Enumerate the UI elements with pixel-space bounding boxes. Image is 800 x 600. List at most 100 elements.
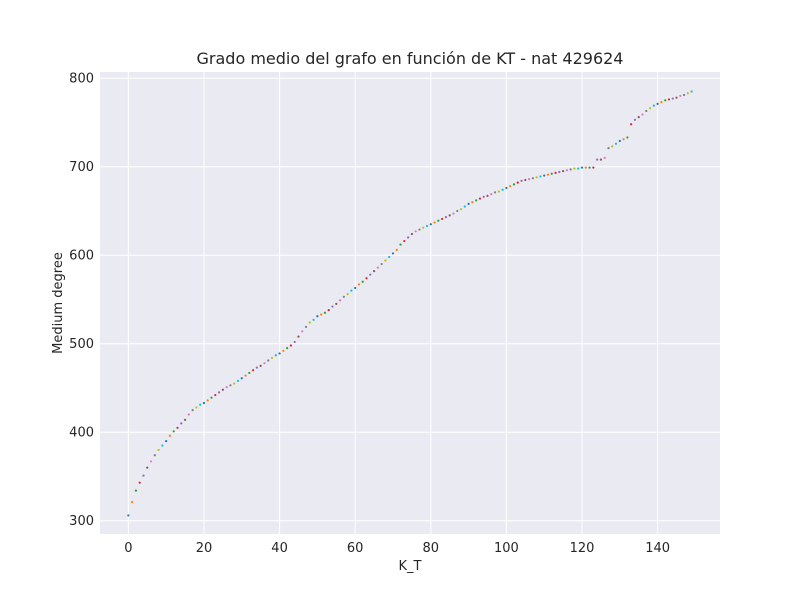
data-point — [202, 401, 206, 405]
data-point — [267, 359, 270, 362]
data-point — [199, 403, 202, 406]
data-point — [641, 113, 644, 116]
data-point — [425, 224, 429, 228]
data-point — [263, 362, 266, 365]
data-point — [210, 396, 213, 399]
data-point — [429, 223, 432, 226]
data-point — [562, 170, 565, 173]
data-point — [656, 102, 659, 105]
x-tick-label: 40 — [271, 541, 288, 556]
x-tick-label: 120 — [570, 541, 595, 556]
data-point — [475, 199, 478, 202]
data-point — [664, 99, 667, 102]
data-point — [172, 430, 175, 433]
data-point — [569, 168, 572, 171]
data-point — [248, 371, 251, 375]
data-point — [584, 166, 587, 169]
data-point — [505, 186, 508, 190]
data-point — [127, 514, 130, 517]
data-point — [577, 167, 580, 170]
data-point — [550, 172, 553, 175]
data-point — [399, 243, 402, 246]
data-point — [444, 216, 448, 219]
data-point — [524, 178, 527, 182]
data-point — [259, 364, 262, 367]
data-point — [614, 142, 618, 145]
data-point — [278, 352, 281, 355]
data-point — [418, 228, 421, 231]
data-point — [433, 221, 436, 224]
data-point — [255, 366, 258, 369]
data-point — [391, 252, 395, 255]
data-point — [645, 109, 648, 113]
data-point — [168, 434, 172, 437]
data-point — [236, 379, 240, 382]
y-tick-label: 600 — [69, 249, 94, 264]
data-point — [565, 169, 568, 172]
data-point — [187, 413, 190, 416]
y-tick-label: 700 — [69, 160, 94, 175]
data-point — [607, 147, 610, 150]
data-point — [376, 266, 379, 269]
data-point — [331, 305, 334, 308]
data-point — [354, 286, 357, 290]
data-point — [407, 236, 410, 239]
data-point — [611, 145, 614, 148]
data-point — [301, 330, 304, 333]
data-point — [490, 193, 493, 196]
data-point — [660, 100, 663, 104]
data-point — [573, 167, 576, 170]
data-point — [134, 489, 138, 492]
data-point — [471, 201, 474, 204]
data-point — [165, 439, 168, 443]
data-point — [323, 311, 327, 314]
data-point — [244, 374, 247, 377]
data-point — [516, 181, 519, 184]
x-tick-label: 140 — [645, 541, 670, 556]
data-point — [686, 92, 689, 95]
data-point — [520, 179, 523, 182]
data-point — [229, 384, 232, 387]
data-point — [270, 356, 274, 359]
data-point — [652, 104, 655, 107]
data-point — [327, 308, 330, 312]
data-point — [350, 289, 353, 292]
data-point — [509, 185, 512, 188]
data-point — [206, 399, 209, 402]
data-point — [388, 255, 391, 259]
data-point — [539, 175, 542, 178]
data-point — [512, 183, 516, 186]
data-point — [342, 295, 345, 298]
data-point — [195, 406, 198, 409]
data-point — [403, 239, 406, 243]
data-point — [293, 340, 296, 344]
data-point — [369, 273, 372, 276]
data-point — [554, 171, 557, 174]
data-point — [191, 408, 194, 412]
data-point — [459, 208, 463, 211]
data-point — [289, 344, 293, 347]
data-point — [527, 177, 531, 181]
data-point — [286, 347, 289, 350]
data-point — [274, 354, 277, 357]
grid-lines — [100, 72, 720, 534]
data-point — [667, 98, 671, 101]
data-point — [221, 388, 224, 391]
data-point — [648, 107, 652, 110]
data-point — [637, 116, 640, 119]
x-tick-label: 80 — [423, 541, 440, 556]
data-point — [338, 299, 342, 302]
data-point — [482, 195, 485, 198]
y-tick-label: 500 — [69, 337, 94, 352]
data-point — [497, 190, 500, 193]
data-point — [622, 138, 625, 141]
data-point — [157, 448, 160, 452]
data-point — [630, 123, 633, 126]
data-point — [384, 259, 387, 262]
data-point — [618, 139, 621, 143]
data-point — [452, 212, 455, 215]
x-tick-label: 0 — [124, 541, 132, 556]
data-point — [486, 194, 489, 198]
data-point — [675, 96, 678, 99]
data-point — [501, 188, 504, 191]
